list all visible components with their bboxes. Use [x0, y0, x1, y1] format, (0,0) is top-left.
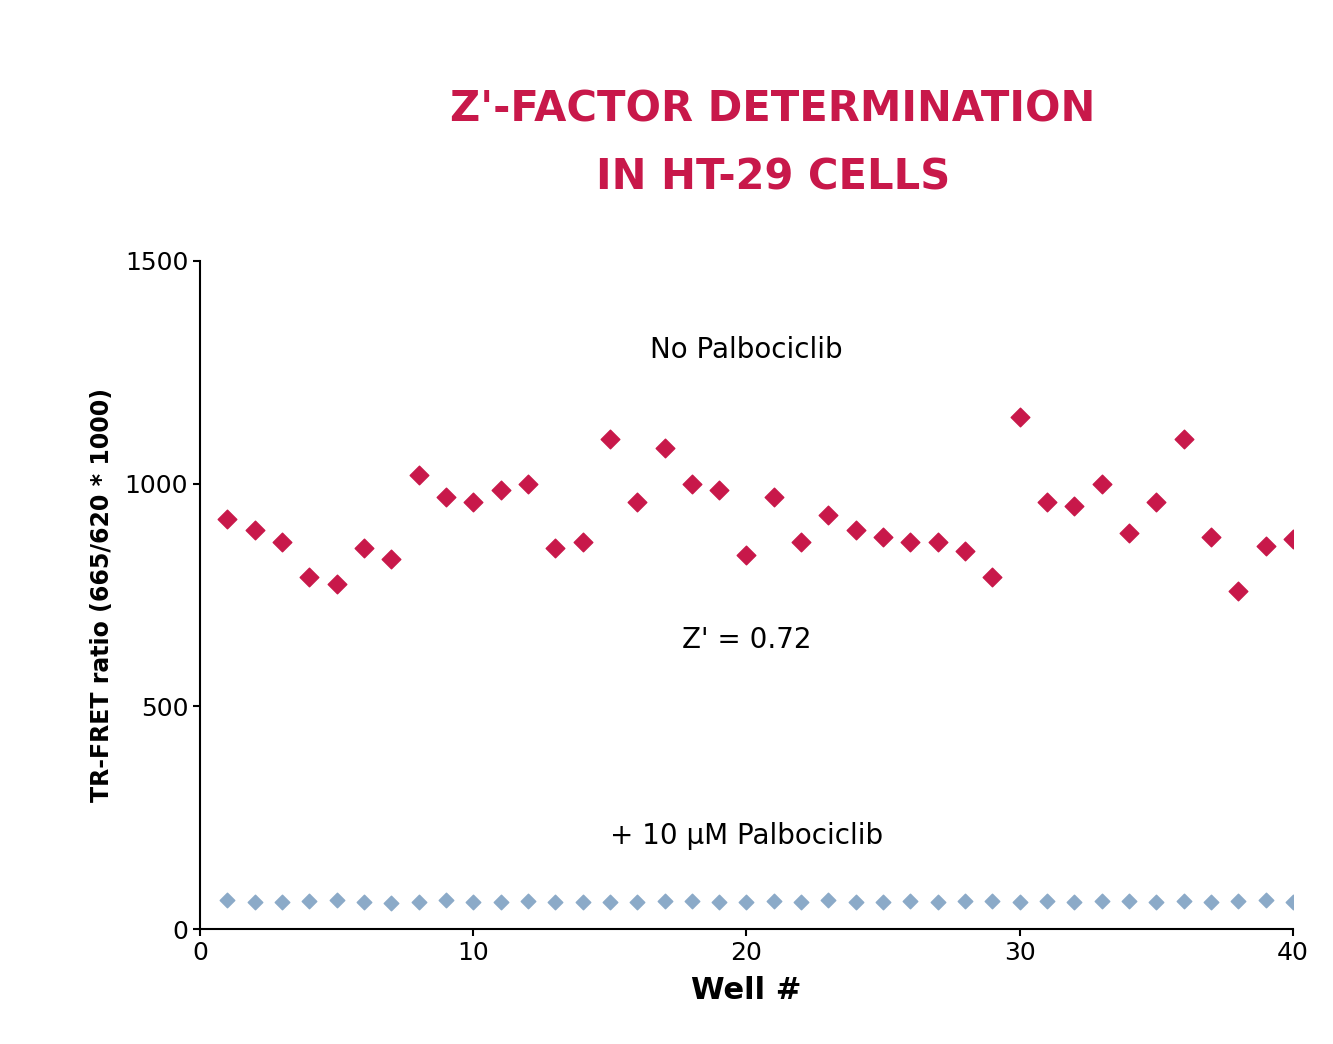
Point — [872, 894, 893, 910]
Point — [435, 489, 456, 505]
Point — [1228, 893, 1249, 909]
Point — [681, 893, 702, 909]
Text: Z'-FACTOR DETERMINATION: Z'-FACTOR DETERMINATION — [451, 89, 1096, 130]
Point — [762, 489, 784, 505]
Point — [790, 533, 812, 550]
Point — [762, 893, 784, 909]
Point — [736, 547, 757, 564]
Point — [1173, 893, 1194, 909]
Point — [872, 529, 893, 546]
Point — [600, 431, 621, 448]
Point — [1037, 893, 1058, 909]
Point — [325, 575, 347, 592]
Point — [1009, 894, 1030, 910]
Point — [517, 475, 539, 492]
Point — [545, 894, 567, 910]
Point — [1282, 894, 1304, 910]
X-axis label: Well #: Well # — [692, 976, 801, 1005]
Point — [381, 551, 403, 568]
Point — [1228, 583, 1249, 599]
Point — [216, 511, 239, 527]
Point — [981, 893, 1004, 909]
Y-axis label: TR-FRET ratio (665/620 * 1000): TR-FRET ratio (665/620 * 1000) — [89, 388, 113, 802]
Point — [1090, 475, 1112, 492]
Point — [463, 493, 484, 509]
Point — [928, 533, 949, 550]
Point — [709, 482, 730, 499]
Point — [1009, 408, 1030, 425]
Point — [817, 892, 840, 908]
Point — [1064, 498, 1085, 515]
Point — [1118, 893, 1140, 909]
Point — [954, 542, 976, 559]
Point — [627, 493, 648, 509]
Text: IN HT-29 CELLS: IN HT-29 CELLS — [596, 157, 950, 198]
Point — [627, 894, 648, 910]
Point — [1201, 529, 1222, 546]
Point — [736, 894, 757, 910]
Point — [1146, 493, 1168, 509]
Point — [928, 894, 949, 910]
Point — [790, 894, 812, 910]
Point — [271, 894, 292, 910]
Point — [435, 892, 456, 908]
Point — [381, 895, 403, 911]
Point — [1090, 893, 1112, 909]
Point — [545, 540, 567, 556]
Point — [981, 569, 1004, 586]
Point — [1256, 892, 1277, 908]
Text: + 10 μM Palbociclib: + 10 μM Palbociclib — [611, 822, 882, 850]
Point — [1064, 894, 1085, 910]
Point — [817, 506, 840, 523]
Point — [325, 892, 347, 908]
Point — [653, 893, 674, 909]
Point — [244, 894, 265, 910]
Point — [1118, 524, 1140, 541]
Point — [1146, 894, 1168, 910]
Text: Z' = 0.72: Z' = 0.72 — [681, 625, 812, 654]
Point — [1037, 493, 1058, 509]
Point — [517, 893, 539, 909]
Point — [408, 894, 429, 910]
Point — [900, 533, 921, 550]
Point — [600, 894, 621, 910]
Point — [1256, 538, 1277, 554]
Point — [271, 533, 292, 550]
Point — [491, 482, 512, 499]
Point — [299, 893, 320, 909]
Point — [408, 467, 429, 483]
Point — [709, 894, 730, 910]
Point — [900, 893, 921, 909]
Point — [216, 892, 239, 908]
Point — [572, 894, 593, 910]
Point — [681, 475, 702, 492]
Point — [1173, 431, 1194, 448]
Point — [1201, 894, 1222, 910]
Point — [653, 440, 674, 456]
Point — [491, 894, 512, 910]
Point — [244, 522, 265, 539]
Point — [353, 540, 375, 556]
Point — [1282, 531, 1304, 548]
Point — [353, 894, 375, 910]
Point — [845, 894, 866, 910]
Point — [845, 522, 866, 539]
Point — [299, 569, 320, 586]
Point — [954, 893, 976, 909]
Point — [572, 533, 593, 550]
Text: No Palbociclib: No Palbociclib — [651, 336, 842, 364]
Point — [463, 894, 484, 910]
